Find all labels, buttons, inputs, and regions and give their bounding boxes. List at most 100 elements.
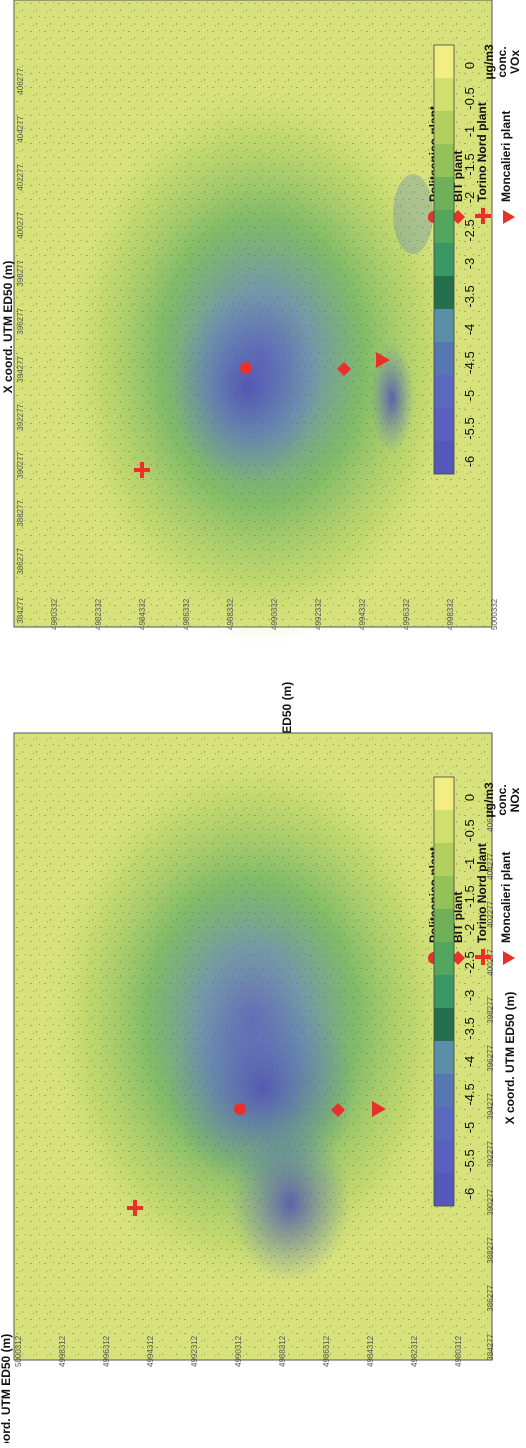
color-scale-label: -3.5: [462, 285, 477, 307]
diamond-icon: [451, 951, 465, 965]
x-axis-title: X coord. UTM ED50 (m): [1, 261, 15, 394]
color-scale-swatch: [434, 1008, 454, 1041]
color-scale-swatch: [434, 276, 454, 309]
map-area: [13, 0, 493, 645]
x-tick: 398277: [16, 259, 25, 286]
y-tick: 4988332: [226, 598, 235, 630]
panel-vox: 384277 386277 388277 390277 392277 39427…: [1, 0, 522, 814]
x-tick: 390277: [16, 451, 25, 478]
x-tick: 388277: [16, 499, 25, 526]
y-tick: 4984332: [138, 598, 147, 630]
color-scale-label: -4: [462, 1056, 477, 1068]
color-scale-swatch: [434, 408, 454, 441]
color-scale-swatch: [434, 309, 454, 342]
x-tick: 392277: [16, 403, 25, 430]
color-scale-swatch: [434, 1041, 454, 1074]
x-tick: 400277: [16, 211, 25, 238]
politecnico-plant-marker: [240, 362, 252, 374]
plus-icon: [475, 949, 491, 965]
panel-nox: 384277 386277 388277 390277 392277 39427…: [0, 732, 522, 1448]
x-tick: 390277: [486, 1188, 495, 1215]
color-scale-label: -4.5: [462, 351, 477, 373]
color-scale-label: -6: [462, 456, 477, 468]
color-scale-label: -2: [462, 924, 477, 936]
plant-markers: [134, 352, 390, 478]
color-scale-swatch: [434, 1140, 454, 1173]
color-scale-swatch: [434, 441, 454, 474]
legend-title-line: μg/m3: [482, 44, 496, 80]
color-scale-label: -2.5: [462, 951, 477, 973]
y-axis-ticks: 5000332 4998332 4996332 4994332 4992332 …: [50, 598, 499, 630]
color-scale-swatch: [434, 111, 454, 144]
plant-markers: [127, 1101, 386, 1216]
x-tick: 404277: [16, 115, 25, 142]
color-scale-swatch: [434, 1173, 454, 1206]
y-tick: 4998332: [446, 598, 455, 630]
triangle-icon: [503, 951, 515, 965]
color-scale-label: -3: [462, 990, 477, 1002]
y-tick: 4982332: [94, 598, 103, 630]
x-tick: 398277: [486, 996, 495, 1023]
bit-plant-marker: [337, 362, 351, 376]
y-tick: 4994332: [358, 598, 367, 630]
color-scale-swatch: [434, 942, 454, 975]
x-tick: 386277: [16, 547, 25, 574]
color-scale-frame: [433, 776, 455, 1207]
y-tick: 5000332: [490, 598, 499, 630]
x-tick: 402277: [486, 900, 495, 927]
legend-title-line: conc.: [495, 46, 509, 77]
color-scale-labels: 0 -0.5 -1 -1.5 -2 -2.5 -3 -3.5 -4 -4.5 -5 -5.5 -6: [462, 62, 477, 467]
color-scale-label: -1: [462, 858, 477, 870]
torino-nord-plant-marker: [127, 1200, 143, 1216]
color-scale-label: -3: [462, 258, 477, 270]
y-tick: 4994312: [146, 1335, 155, 1367]
y-tick: 5000312: [14, 1335, 23, 1367]
color-scale-swatch: [434, 810, 454, 843]
x-tick: 406277: [16, 67, 25, 94]
color-scale-label: -5: [462, 1122, 477, 1134]
color-scale-swatch: [434, 909, 454, 942]
color-scale-label: -6: [462, 1188, 477, 1200]
torino-nord-plant-marker: [134, 462, 150, 478]
color-scale-swatch: [434, 210, 454, 243]
marker-legend-label: BIT plant: [451, 892, 465, 943]
legend-title-line: NOx: [508, 787, 522, 812]
color-scale-label: -4: [462, 324, 477, 336]
x-axis-ticks: 384277 386277 388277 390277 392277 39427…: [16, 67, 25, 623]
y-tick: 4996312: [102, 1335, 111, 1367]
x-tick: 406277: [486, 804, 495, 831]
moncalieri-plant-marker: [372, 1101, 386, 1117]
color-scale-label: -2.5: [462, 219, 477, 241]
color-scale-label: -5.5: [462, 1149, 477, 1171]
color-scale-swatch: [434, 243, 454, 276]
marker-legend-label: Torino Nord plant: [475, 843, 489, 943]
color-scale-labels: 0 -0.5 -1 -1.5 -2 -2.5 -3 -3.5 -4 -4.5 -5 -5.5 -6: [462, 794, 477, 1199]
marker-legend-label: Torino Nord plant: [475, 102, 489, 202]
moncalieri-plant-marker: [376, 352, 390, 368]
y-tick: 4992332: [314, 598, 323, 630]
legend-title-line: μg/m3: [482, 782, 496, 818]
marker-legend-label: Moncalieri plant: [499, 852, 513, 943]
color-scale-swatch: [434, 777, 454, 810]
color-scale-label: -5.5: [462, 417, 477, 439]
y-tick: 4992312: [190, 1335, 199, 1367]
triangle-icon: [503, 210, 515, 224]
x-tick: 394277: [16, 355, 25, 382]
y-tick: 4990312: [234, 1335, 243, 1367]
y-tick: 4984312: [366, 1335, 375, 1367]
y-tick: 4996332: [402, 598, 411, 630]
x-tick: 402277: [16, 163, 25, 190]
y-tick: 4986312: [322, 1335, 331, 1367]
x-tick: 394277: [486, 1092, 495, 1119]
x-tick: 392277: [486, 1140, 495, 1167]
legend-title-line: conc.: [495, 784, 509, 815]
x-tick: 388277: [486, 1236, 495, 1263]
color-scale-swatch: [434, 975, 454, 1008]
color-scale-swatch: [434, 375, 454, 408]
color-scale-frame: [433, 44, 455, 475]
y-tick: 4986332: [182, 598, 191, 630]
politecnico-plant-marker: [234, 1103, 246, 1115]
color-scale-label: -1: [462, 126, 477, 138]
x-tick: 384277: [486, 1333, 495, 1360]
